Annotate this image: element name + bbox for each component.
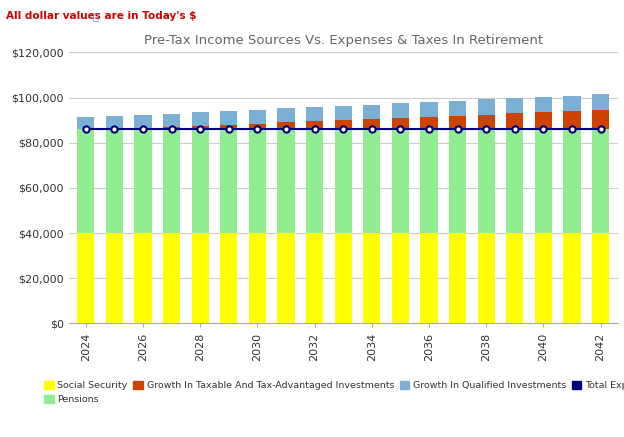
Bar [306, 107, 323, 121]
Bar [306, 129, 323, 233]
Bar [592, 129, 609, 233]
Bar [363, 233, 381, 323]
Bar [449, 116, 466, 129]
Bar [563, 233, 580, 323]
Bar [477, 129, 495, 233]
Bar [134, 115, 152, 128]
Bar [278, 233, 295, 323]
Bar [392, 103, 409, 118]
Bar [363, 119, 381, 129]
Bar [192, 126, 209, 129]
Bar [421, 102, 437, 117]
Bar [392, 118, 409, 129]
Bar [134, 129, 152, 233]
Bar [249, 129, 266, 233]
Bar [563, 111, 580, 129]
Bar [449, 129, 466, 233]
Bar [249, 233, 266, 323]
Bar [506, 233, 524, 323]
Bar [506, 98, 524, 113]
Bar [506, 113, 524, 129]
Bar [535, 129, 552, 233]
Bar [392, 129, 409, 233]
Bar [363, 104, 381, 119]
Bar [477, 233, 495, 323]
Text: All dollar values are in Today's $: All dollar values are in Today's $ [6, 11, 197, 21]
Bar [592, 110, 609, 129]
Bar [477, 99, 495, 114]
Bar [535, 97, 552, 112]
Bar [535, 233, 552, 323]
Bar [134, 128, 152, 129]
Bar [163, 233, 180, 323]
Bar [306, 121, 323, 129]
Bar [334, 233, 352, 323]
Bar [592, 233, 609, 323]
Bar [192, 112, 209, 126]
Bar [334, 106, 352, 120]
Bar [249, 124, 266, 129]
Bar [535, 112, 552, 129]
Bar [220, 129, 237, 233]
Bar [392, 233, 409, 323]
Bar [163, 114, 180, 127]
Bar [106, 116, 123, 129]
Bar [192, 129, 209, 233]
Bar [278, 122, 295, 129]
Bar [449, 233, 466, 323]
Text: ⓘ: ⓘ [92, 11, 98, 21]
Title: Pre-Tax Income Sources Vs. Expenses & Taxes In Retirement: Pre-Tax Income Sources Vs. Expenses & Ta… [144, 34, 543, 47]
Bar [163, 127, 180, 129]
Bar [220, 233, 237, 323]
Bar [563, 96, 580, 111]
Bar [421, 233, 437, 323]
Bar [106, 233, 123, 323]
Bar [77, 117, 94, 129]
Bar [563, 129, 580, 233]
Bar [334, 120, 352, 129]
Bar [249, 110, 266, 124]
Bar [592, 94, 609, 110]
Bar [477, 114, 495, 129]
Bar [192, 233, 209, 323]
Bar [106, 129, 123, 233]
Legend: Social Security, Pensions, Growth In Taxable And Tax-Advantaged Investments, Gro: Social Security, Pensions, Growth In Tax… [41, 378, 624, 408]
Bar [77, 233, 94, 323]
Bar [421, 129, 437, 233]
Bar [134, 233, 152, 323]
Bar [421, 117, 437, 129]
Bar [220, 111, 237, 125]
Bar [220, 125, 237, 129]
Bar [334, 129, 352, 233]
Bar [449, 101, 466, 116]
Bar [278, 108, 295, 122]
Bar [163, 129, 180, 233]
Bar [77, 129, 94, 233]
Bar [506, 129, 524, 233]
Bar [278, 129, 295, 233]
Bar [306, 233, 323, 323]
Bar [363, 129, 381, 233]
